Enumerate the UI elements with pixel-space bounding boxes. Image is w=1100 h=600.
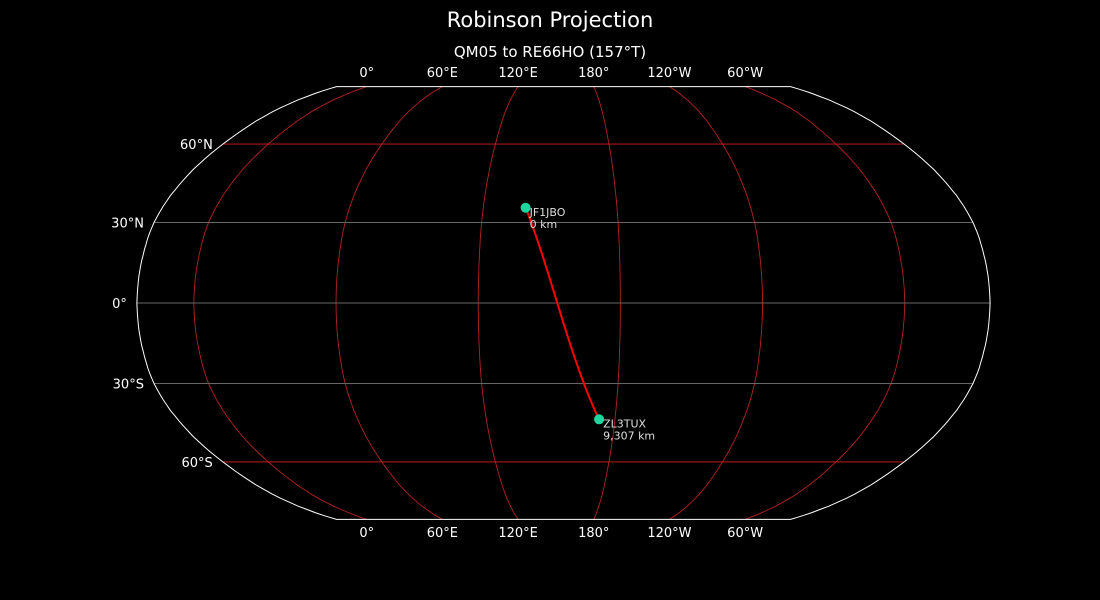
map-outline xyxy=(136,86,991,520)
station-distance: 0 km xyxy=(530,218,558,231)
station-marker[interactable] xyxy=(520,202,531,213)
latitude-label: 60°N xyxy=(180,138,213,153)
longitude-label-top: 60°W xyxy=(727,66,763,81)
station-callsign: JF1JBO xyxy=(529,206,566,219)
longitude-label-top: 120°E xyxy=(498,66,538,81)
great-circle-path xyxy=(524,207,601,420)
graticule-labels: 0° 0° 60°E 60°E 120°E 120°E 180° 180° 120°W 120°W… xyxy=(111,66,763,541)
longitude-label-top: 120°W xyxy=(647,66,691,81)
longitude-label-bottom: 0° xyxy=(359,526,374,541)
longitude-label-top: 60°E xyxy=(427,66,458,81)
longitude-label-bottom: 60°W xyxy=(727,526,763,541)
longitude-label-top: 180° xyxy=(578,66,609,81)
longitude-label-bottom: 60°E xyxy=(427,526,458,541)
longitude-label-bottom: 120°E xyxy=(498,526,538,541)
station-callsign: ZL3TUX xyxy=(603,417,646,430)
station-distance: 9,307 km xyxy=(603,429,655,442)
map-title: Robinson Projection xyxy=(446,8,654,32)
longitude-label-bottom: 180° xyxy=(578,526,609,541)
latitude-label: 30°N xyxy=(111,217,144,232)
map-subtitle: QM05 to RE66HO (157°T) xyxy=(453,43,647,61)
longitude-label-top: 0° xyxy=(359,66,374,81)
graticule xyxy=(136,86,991,520)
longitude-label-bottom: 120°W xyxy=(647,526,691,541)
latitude-label: 30°S xyxy=(113,377,144,392)
station-marker[interactable] xyxy=(594,414,605,425)
latitude-label: 60°S xyxy=(182,456,213,471)
latitude-label: 0° xyxy=(112,297,127,312)
